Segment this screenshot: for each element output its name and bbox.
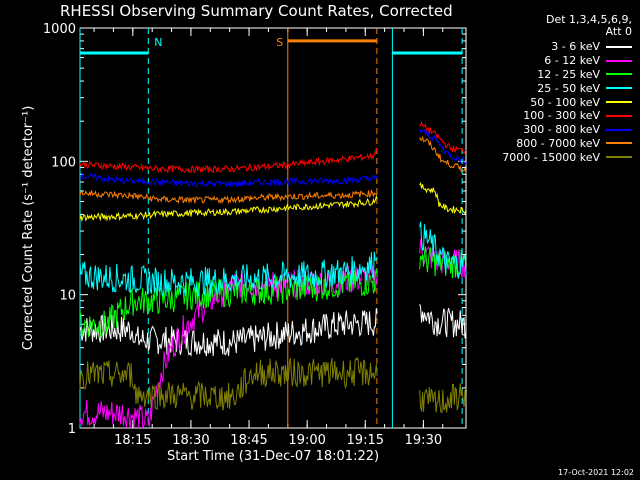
legend-swatch <box>606 114 632 117</box>
y-tick-label: 1000 <box>43 22 76 37</box>
series-6-12-kev-line <box>79 264 378 430</box>
y-tick-label: 1 <box>68 422 76 437</box>
legend-item: 7000 - 15000 keV <box>502 150 632 164</box>
legend-item: 6 - 12 keV <box>502 54 632 68</box>
x-tick-label: 19:15 <box>347 433 384 448</box>
legend-item-label: 50 - 100 keV <box>530 95 600 109</box>
legend-swatch <box>606 45 632 48</box>
x-tick-label: 18:15 <box>114 433 151 448</box>
series-100-300-kev-line <box>419 120 467 155</box>
series-7000-15000-kev-line <box>79 356 378 411</box>
legend-item-label: 6 - 12 keV <box>544 54 600 68</box>
series-50-100-kev-line <box>79 194 378 223</box>
legend-item: 300 - 800 keV <box>502 123 632 137</box>
legend-item: 50 - 100 keV <box>502 95 632 109</box>
series-25-50-kev-line <box>79 251 378 297</box>
legend: 3 - 6 keV 6 - 12 keV 12 - 25 keV 25 - 50 ke… <box>502 40 632 164</box>
series-12-25-kev-line <box>79 268 378 339</box>
legend-item-label: 25 - 50 keV <box>537 81 600 95</box>
legend-item-label: 300 - 800 keV <box>523 123 600 137</box>
legend-item: 800 - 7000 keV <box>502 137 632 151</box>
series-3-6-kev-line <box>79 308 378 357</box>
chart-title: RHESSI Observing Summary Count Rates, Co… <box>60 2 453 20</box>
legend-header-detectors: Det 1,3,4,5,6,9, <box>545 13 632 26</box>
legend-swatch <box>606 59 632 62</box>
x-tick-label: 19:00 <box>288 433 325 448</box>
series-800-7000-kev-line <box>79 189 378 205</box>
x-tick-label: 18:30 <box>172 433 209 448</box>
legend-item-label: 100 - 300 keV <box>523 109 600 123</box>
x-tick-label: 19:30 <box>405 433 442 448</box>
marker-label-S: S <box>276 36 283 49</box>
series-300-800-kev-line <box>79 172 378 189</box>
series-800-7000-kev-line <box>419 135 467 174</box>
x-tick-label: 18:45 <box>230 433 267 448</box>
series-100-300-kev-line <box>79 147 378 174</box>
legend-item: 3 - 6 keV <box>502 40 632 54</box>
legend-item-label: 3 - 6 keV <box>551 40 600 54</box>
legend-item: 100 - 300 keV <box>502 109 632 123</box>
y-tick-label: 100 <box>51 155 76 170</box>
series-25-50-kev-line <box>419 221 467 279</box>
series-6-12-kev-line <box>419 238 467 278</box>
legend-swatch <box>606 101 632 104</box>
legend-swatch <box>606 73 632 76</box>
legend-swatch <box>606 156 632 159</box>
series-50-100-kev-line <box>419 181 467 215</box>
legend-item: 12 - 25 keV <box>502 68 632 82</box>
legend-item-label: 12 - 25 keV <box>537 67 600 81</box>
legend-swatch <box>606 128 632 131</box>
series-7000-15000-kev-line <box>419 383 467 414</box>
series-12-25-kev-line <box>419 246 467 279</box>
legend-item-label: 7000 - 15000 keV <box>502 150 600 164</box>
y-tick-label: 10 <box>59 289 76 304</box>
timestamp-footer: 17-Oct-2021 12:02 <box>558 468 634 477</box>
legend-item: 25 - 50 keV <box>502 81 632 95</box>
legend-swatch <box>606 142 632 145</box>
series-300-800-kev-line <box>419 129 467 165</box>
series-3-6-kev-line <box>419 304 467 339</box>
y-axis-label: Corrected Count Rate (s⁻¹ detector⁻¹) <box>21 106 36 351</box>
x-axis-label: Start Time (31-Dec-07 18:01:22) <box>167 449 379 464</box>
legend-swatch <box>606 87 632 90</box>
legend-item-label: 800 - 7000 keV <box>516 136 600 150</box>
legend-header-attenuator: Att 0 <box>605 25 632 38</box>
marker-label-N: N <box>154 36 162 49</box>
